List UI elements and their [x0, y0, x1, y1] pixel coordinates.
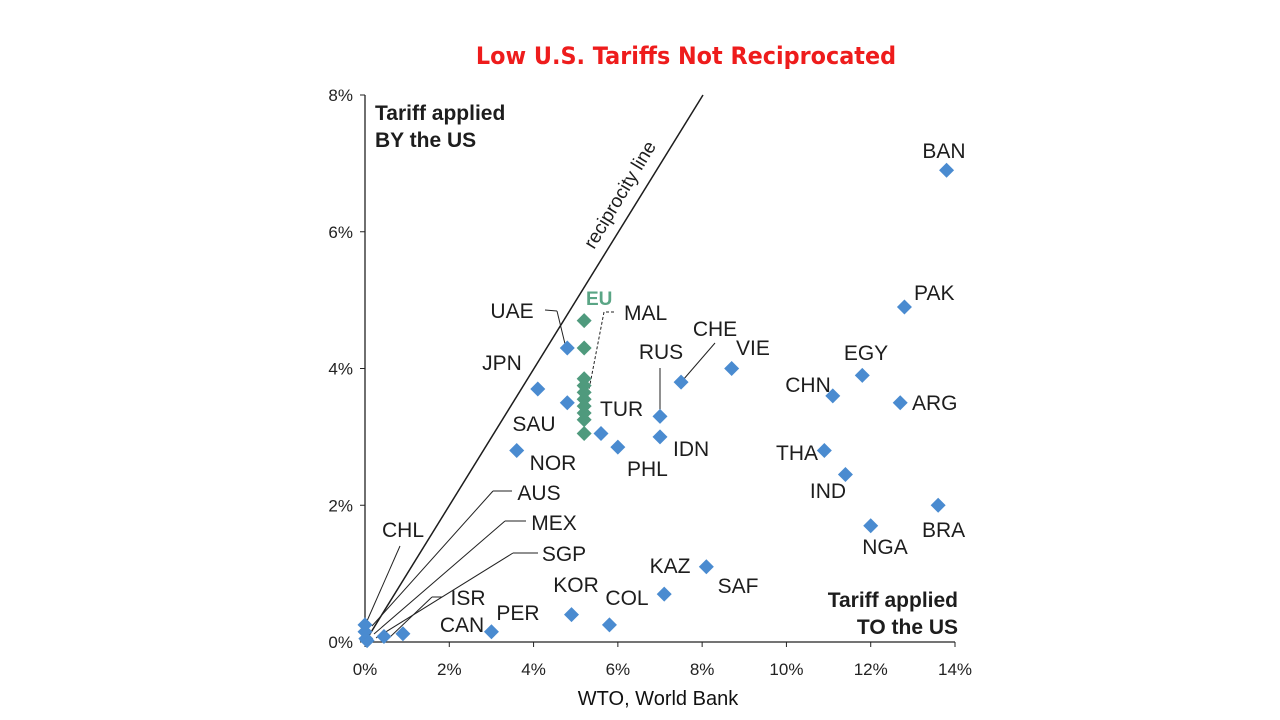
leader-uae [544, 309, 558, 312]
leader-mal-2 [585, 311, 605, 406]
point-phl [610, 439, 626, 455]
x-tick-label: 8% [690, 660, 715, 679]
point-eu-member-2 [576, 340, 592, 356]
label-bra: BRA [922, 519, 965, 542]
point-kaz [698, 559, 714, 575]
point-uae [559, 340, 575, 356]
reciprocity-line [364, 94, 704, 643]
x-tick-label: 6% [606, 660, 631, 679]
label-kaz: KAZ [650, 555, 691, 578]
axis-titles: Tariff applied BY the US Tariff applied … [375, 102, 958, 639]
reciprocity-line-label: reciprocity line [580, 138, 661, 253]
point-jpn [530, 381, 546, 397]
leader-mex [373, 520, 506, 635]
label-tur: TUR [600, 398, 643, 421]
point-ban [939, 162, 955, 178]
x-tick-label: 2% [437, 660, 462, 679]
leader-chl [366, 545, 401, 622]
point-nga [863, 518, 879, 534]
y-axis-title-line2: BY the US [375, 129, 476, 152]
point-eu-member-9 [576, 412, 592, 428]
label-mex: MEX [531, 512, 577, 535]
point-pak [896, 299, 912, 315]
point-ind [837, 466, 853, 482]
label-eu: EU [586, 289, 612, 310]
point-eu-member-1 [576, 313, 592, 329]
label-isr: ISR [450, 587, 485, 610]
x-tick-label: 14% [938, 660, 972, 679]
point-nor [509, 443, 525, 459]
axes: 0% 2% 4% 6% 8% 10% 12% 14% 0% 2% 4% 6% 8% [328, 86, 972, 679]
point-saf [656, 586, 672, 602]
label-saf: SAF [718, 575, 759, 598]
source-note: WTO, World Bank [577, 688, 739, 710]
point-per [483, 624, 499, 640]
label-sau: SAU [512, 413, 555, 436]
label-vie: VIE [736, 337, 770, 360]
point-tha [816, 443, 832, 459]
leader-che [682, 342, 716, 381]
label-can: CAN [440, 614, 484, 637]
chart-title: Low U.S. Tariffs Not Reciprocated [475, 42, 897, 70]
point-labels: BANPAKEGYARGCHNTHAINDBRANGAVIECHERUSIDNP… [382, 140, 966, 637]
label-ind: IND [810, 480, 846, 503]
y-tick-label: 2% [328, 496, 353, 515]
point-che [673, 374, 689, 390]
label-kor: KOR [553, 574, 599, 597]
label-phl: PHL [627, 458, 668, 481]
point-can [395, 626, 411, 642]
label-sgp: SGP [542, 543, 586, 566]
point-rus [652, 408, 668, 424]
point-arg [892, 395, 908, 411]
x-tick-label: 4% [521, 660, 546, 679]
point-col [601, 617, 617, 633]
point-sau [559, 395, 575, 411]
data-points [357, 162, 955, 649]
label-idn: IDN [673, 438, 709, 461]
leader-aus [371, 490, 494, 627]
y-tick-label: 6% [328, 223, 353, 242]
point-vie [724, 361, 740, 376]
point-chl [357, 617, 373, 633]
label-col: COL [605, 587, 648, 610]
point-idn [652, 429, 668, 445]
point-tur [593, 425, 609, 441]
label-arg: ARG [912, 392, 958, 415]
label-ban: BAN [922, 140, 965, 163]
label-rus: RUS [639, 341, 683, 364]
point-bra [930, 497, 946, 513]
label-nor: NOR [530, 452, 577, 475]
label-egy: EGY [844, 342, 888, 365]
x-tick-label: 12% [854, 660, 888, 679]
x-axis-title-line2: TO the US [857, 616, 958, 639]
label-chn: CHN [785, 374, 831, 397]
y-tick-label: 0% [328, 633, 353, 652]
y-tick-label: 4% [328, 360, 353, 379]
leader-isr [388, 596, 433, 639]
x-tick-label: 10% [769, 660, 803, 679]
point-isr [376, 629, 392, 645]
label-aus: AUS [517, 482, 560, 505]
label-uae: UAE [490, 300, 533, 323]
point-eu-member-10 [576, 425, 592, 441]
point-egy [854, 367, 870, 383]
label-per: PER [496, 602, 539, 625]
y-tick-label: 8% [328, 86, 353, 105]
point-chn [825, 388, 841, 404]
label-nga: NGA [862, 536, 908, 559]
point-kor [564, 607, 579, 623]
x-tick-label: 0% [353, 660, 378, 679]
label-jpn: JPN [482, 352, 522, 375]
leader-uae [556, 310, 567, 349]
label-mal: MAL [624, 302, 667, 325]
y-axis-title: Tariff applied [375, 102, 505, 125]
label-tha: THA [776, 442, 818, 465]
x-axis-title: Tariff applied [828, 589, 958, 612]
leader-lines [366, 309, 716, 639]
label-pak: PAK [914, 282, 954, 305]
label-che: CHE [693, 318, 737, 341]
label-chl: CHL [382, 519, 424, 542]
leader-sgp [375, 552, 514, 639]
